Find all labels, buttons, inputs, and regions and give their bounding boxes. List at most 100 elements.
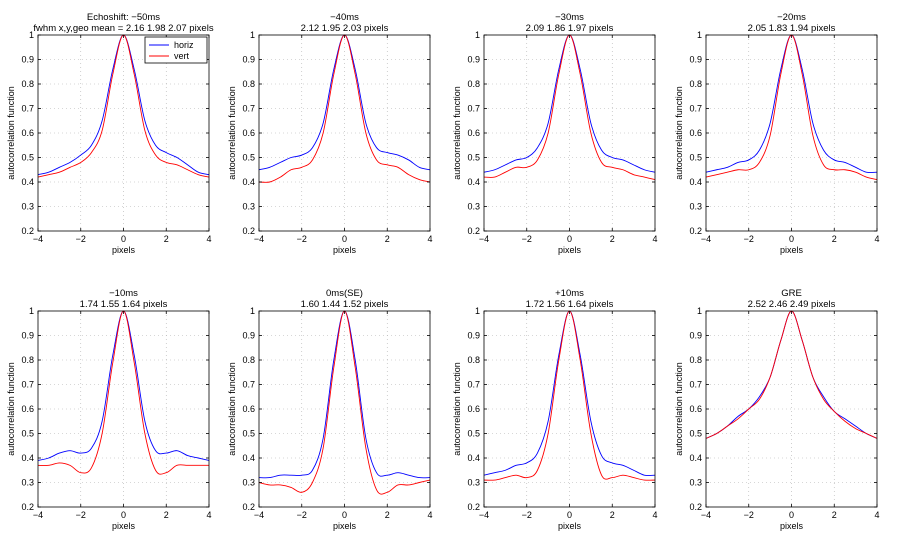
y-tick-label: 0.5	[242, 153, 255, 163]
x-tick-label: −4	[701, 234, 711, 244]
y-tick-label: 0.7	[242, 380, 255, 390]
y-axis-label: autocorrelation function	[674, 86, 684, 180]
y-axis-label: autocorrelation function	[452, 362, 462, 456]
y-tick-label: 0.2	[689, 502, 702, 512]
subplot-subtitle: 1.74 1.55 1.64 pixels	[80, 299, 168, 310]
y-axis-label: autocorrelation function	[227, 362, 237, 456]
subplot-subtitle: fwhm x,y,geo mean = 2.16 1.98 2.07 pixel…	[33, 23, 213, 34]
y-tick-label: 0.3	[689, 478, 702, 488]
x-tick-label: −4	[33, 510, 43, 520]
x-tick-label: 0	[121, 510, 126, 520]
y-tick-label: 0.2	[689, 226, 702, 236]
y-tick-label: 1	[29, 30, 34, 40]
x-tick-label: −2	[297, 234, 307, 244]
y-tick-label: 0.6	[689, 128, 702, 138]
y-tick-label: 0.9	[21, 55, 34, 65]
y-tick-label: 0.8	[242, 355, 255, 365]
x-tick-label: −4	[701, 510, 711, 520]
y-tick-label: 0.5	[689, 153, 702, 163]
y-axis-label: autocorrelation function	[6, 86, 16, 180]
y-axis-label: autocorrelation function	[674, 362, 684, 456]
x-tick-label: −4	[33, 234, 43, 244]
plot-area	[484, 311, 655, 507]
y-tick-label: 0.9	[467, 55, 480, 65]
x-tick-label: 4	[874, 510, 879, 520]
y-tick-label: 0.3	[242, 202, 255, 212]
y-axis-label: autocorrelation function	[6, 362, 16, 456]
y-tick-label: 0.6	[467, 404, 480, 414]
y-tick-label: 0.8	[21, 79, 34, 89]
y-tick-label: 0.3	[689, 202, 702, 212]
y-tick-label: 0.5	[467, 153, 480, 163]
x-tick-label: −2	[522, 234, 532, 244]
x-tick-label: −2	[76, 510, 86, 520]
y-tick-label: 0.4	[21, 453, 34, 463]
x-tick-label: 4	[874, 234, 879, 244]
x-tick-label: 2	[610, 510, 615, 520]
x-tick-label: 4	[206, 234, 211, 244]
x-axis-label: pixels	[780, 521, 804, 531]
y-tick-label: 0.9	[21, 331, 34, 341]
y-tick-label: 0.6	[21, 404, 34, 414]
y-tick-label: 0.9	[467, 331, 480, 341]
plot-area	[38, 311, 209, 507]
x-tick-label: −4	[254, 234, 264, 244]
plot-area	[259, 35, 430, 231]
x-tick-label: 4	[206, 510, 211, 520]
y-tick-label: 0.6	[242, 128, 255, 138]
y-tick-label: 0.7	[689, 380, 702, 390]
y-tick-label: 0.6	[467, 128, 480, 138]
y-tick-label: 0.7	[689, 104, 702, 114]
y-tick-label: 0.8	[689, 355, 702, 365]
x-tick-label: 2	[164, 234, 169, 244]
y-tick-label: 0.4	[689, 453, 702, 463]
y-tick-label: 0.2	[242, 226, 255, 236]
x-tick-label: 2	[832, 234, 837, 244]
y-tick-label: 0.9	[242, 331, 255, 341]
y-tick-label: 0.8	[467, 79, 480, 89]
y-tick-label: 0.7	[21, 380, 34, 390]
y-tick-label: 1	[475, 30, 480, 40]
y-tick-label: 1	[250, 30, 255, 40]
x-tick-label: 0	[789, 234, 794, 244]
y-tick-label: 0.4	[242, 177, 255, 187]
x-axis-label: pixels	[112, 521, 136, 531]
y-tick-label: 0.4	[242, 453, 255, 463]
y-tick-label: 1	[475, 306, 480, 316]
subplot-1: −4 −2 0 2 4 0.2 0.3 0.4 0.5 0.6 0.7 0.8 0.9 1 Echoshif…	[6, 12, 214, 255]
y-tick-label: 0.4	[467, 177, 480, 187]
y-tick-label: 1	[250, 306, 255, 316]
y-tick-label: 0.2	[467, 502, 480, 512]
y-tick-label: 0.8	[467, 355, 480, 365]
x-tick-label: 4	[652, 510, 657, 520]
y-tick-label: 0.7	[467, 104, 480, 114]
y-tick-label: 0.6	[242, 404, 255, 414]
plot-area	[706, 311, 877, 507]
x-tick-label: 0	[342, 510, 347, 520]
subplot-subtitle: 2.52 2.46 2.49 pixels	[748, 299, 836, 310]
subplot-title: Echoshift: −50ms	[87, 12, 160, 23]
y-tick-label: 0.9	[689, 331, 702, 341]
y-tick-label: 0.2	[21, 502, 34, 512]
y-axis-label: autocorrelation function	[452, 86, 462, 180]
x-tick-label: −4	[479, 234, 489, 244]
y-tick-label: 0.4	[689, 177, 702, 187]
subplot-title: −10ms	[109, 288, 138, 299]
y-tick-label: 0.8	[242, 79, 255, 89]
x-tick-label: 0	[121, 234, 126, 244]
subplot-8: −4 −2 0 2 4 0.2 0.3 0.4 0.5 0.6 0.7 0.8 0.9 1 GRE2.52 …	[674, 288, 880, 531]
subplot-2: −4 −2 0 2 4 0.2 0.3 0.4 0.5 0.6 0.7 0.8 0.9 1 −40ms2.1…	[227, 12, 433, 255]
x-tick-label: −2	[744, 234, 754, 244]
x-axis-label: pixels	[333, 521, 357, 531]
x-tick-label: 4	[427, 234, 432, 244]
subplot-subtitle: 1.72 1.56 1.64 pixels	[526, 299, 614, 310]
subplot-subtitle: 2.09 1.86 1.97 pixels	[526, 23, 614, 34]
y-tick-label: 0.7	[467, 380, 480, 390]
subplot-3: −4 −2 0 2 4 0.2 0.3 0.4 0.5 0.6 0.7 0.8 0.9 1 −30ms2.0…	[452, 12, 658, 255]
subplot-title: +10ms	[555, 288, 584, 299]
y-tick-label: 0.5	[467, 429, 480, 439]
x-axis-label: pixels	[558, 245, 582, 255]
subplot-subtitle: 2.05 1.83 1.94 pixels	[748, 23, 836, 34]
